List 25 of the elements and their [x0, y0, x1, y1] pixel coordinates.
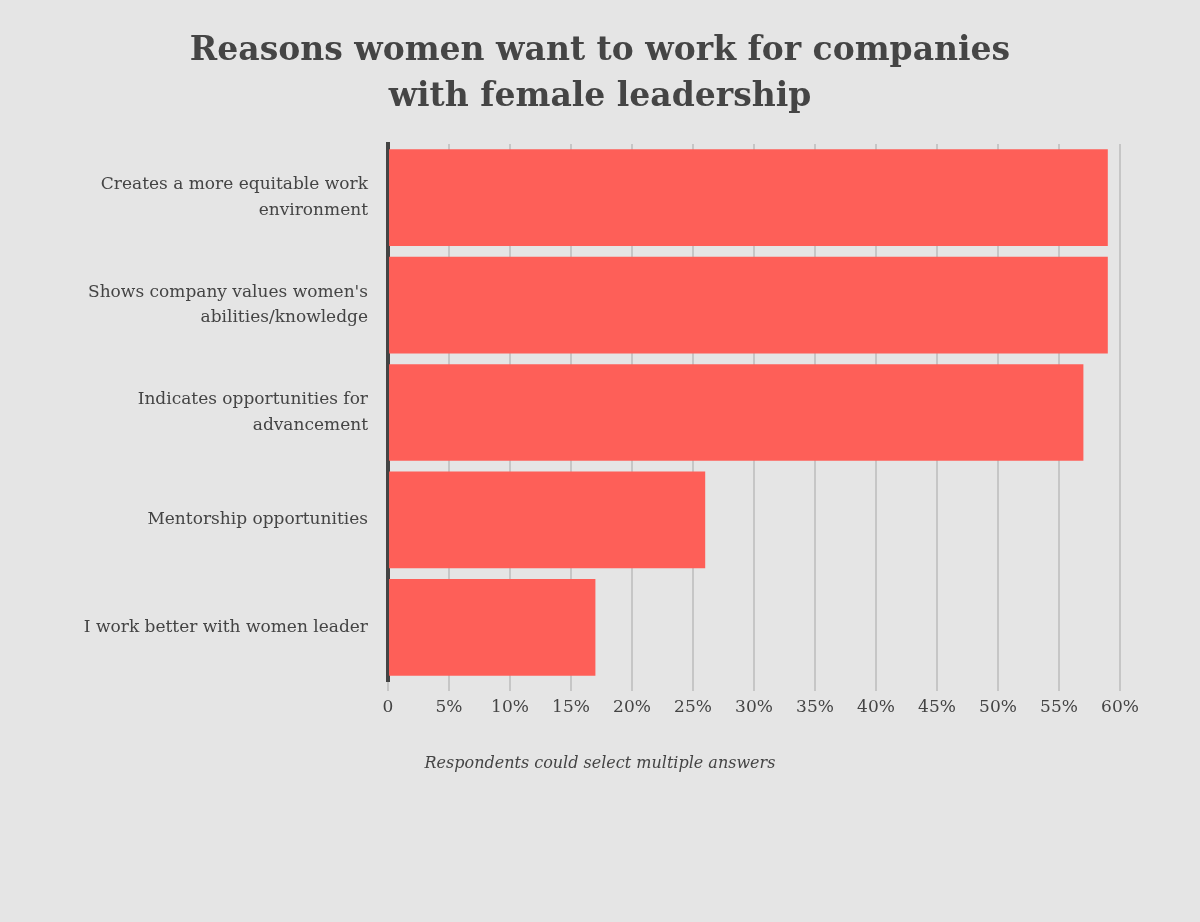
x-tick-label: 50%: [979, 695, 1017, 716]
x-tick-label: 15%: [552, 695, 590, 716]
y-tick-label: Indicates opportunities for advancement: [137, 388, 369, 434]
y-tick-label: Creates a more equitable work environment: [100, 173, 369, 219]
y-tick-label: I work better with women leader: [83, 615, 369, 636]
x-tick-label: 55%: [1040, 695, 1078, 716]
text: Respondents could select multiple answers: [423, 753, 776, 773]
bar: [389, 364, 1084, 461]
bar: [389, 256, 1108, 354]
x-tick-label: 20%: [613, 695, 651, 716]
y-tick-label: Mentorship opportunities: [147, 508, 368, 529]
x-tick-label: 25%: [674, 695, 712, 716]
chart-title: Reasons women want to work for companies with female leadership: [189, 29, 1011, 114]
y-tick-label: Shows company values women's abilities/knowledge: [88, 280, 368, 327]
x-tick-label: 45%: [918, 695, 956, 716]
x-tick-label: 30%: [735, 695, 773, 716]
bar: [389, 471, 706, 569]
x-tick-label: 35%: [796, 695, 834, 716]
x-tick-label: 10%: [491, 695, 529, 716]
x-tick-label: 0: [382, 695, 394, 716]
x-tick-label: 40%: [857, 695, 895, 716]
x-tick-label: 5%: [435, 695, 463, 716]
bar: [389, 149, 1108, 247]
x-tick-label: 60%: [1101, 695, 1139, 716]
bar: [389, 578, 596, 676]
